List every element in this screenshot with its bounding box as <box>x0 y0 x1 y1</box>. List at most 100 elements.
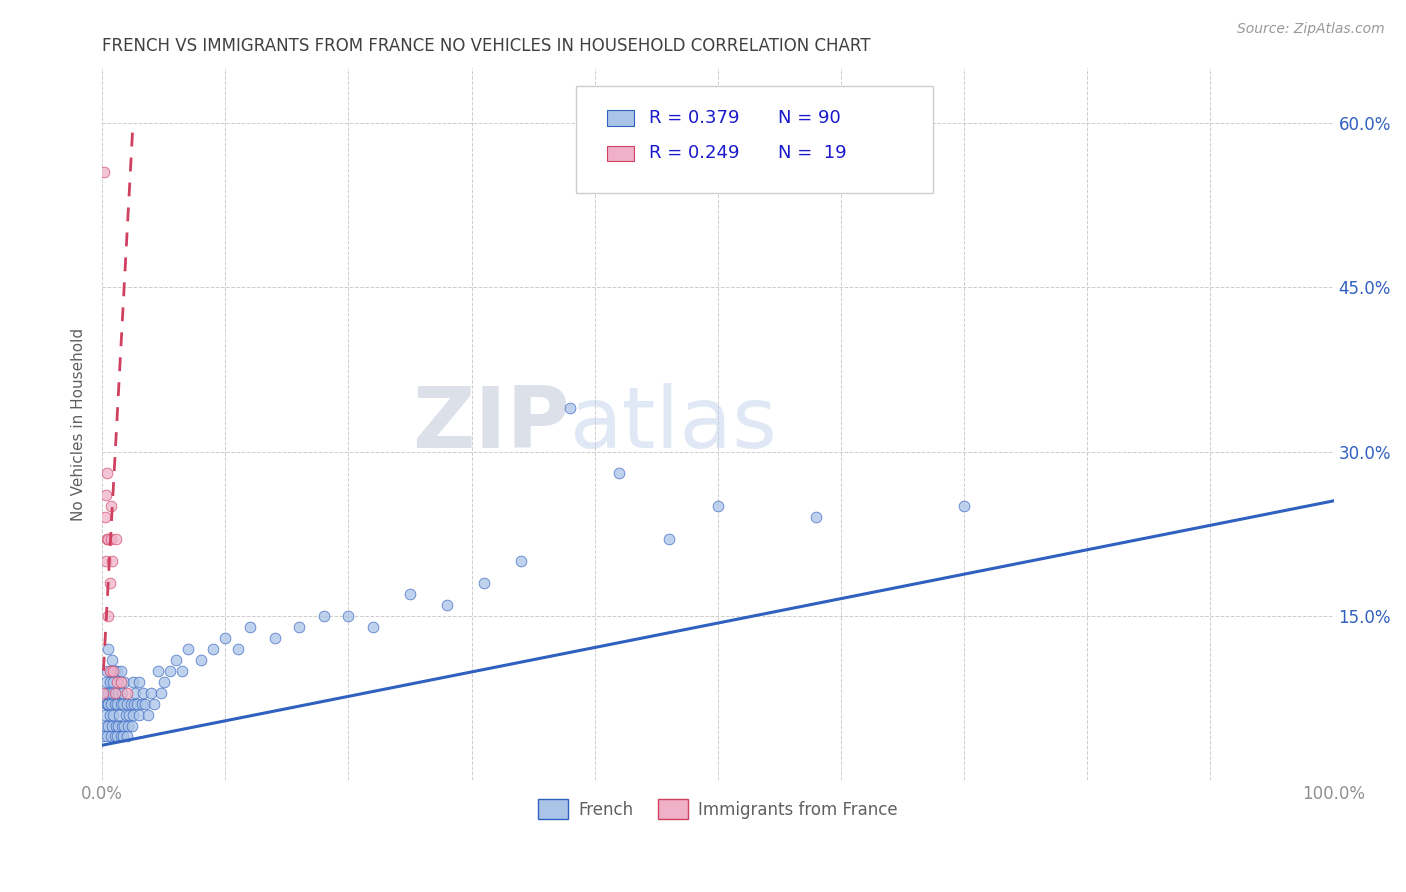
Point <box>239 620 262 634</box>
Point <box>96 730 118 744</box>
Point <box>93 165 115 179</box>
Point <box>111 685 134 699</box>
Point <box>117 718 139 732</box>
Point <box>288 620 311 634</box>
Point <box>98 674 121 689</box>
Point <box>100 664 122 678</box>
Point <box>97 685 120 699</box>
Point <box>96 467 118 481</box>
Text: FRENCH VS IMMIGRANTS FROM FRANCE NO VEHICLES IN HOUSEHOLD CORRELATION CHART: FRENCH VS IMMIGRANTS FROM FRANCE NO VEHI… <box>103 37 870 55</box>
Point <box>172 664 194 678</box>
Point <box>110 674 132 689</box>
Point <box>141 685 163 699</box>
Point <box>136 707 159 722</box>
Point <box>361 620 384 634</box>
Point <box>312 608 335 623</box>
Point <box>150 685 173 699</box>
Point <box>122 674 145 689</box>
Point <box>100 500 122 514</box>
Point <box>105 664 128 678</box>
Point <box>98 664 121 678</box>
Text: N =  19: N = 19 <box>779 145 846 162</box>
Point <box>658 532 681 546</box>
Point <box>707 500 730 514</box>
Point <box>111 718 134 732</box>
Point <box>177 641 200 656</box>
Point <box>124 685 146 699</box>
Point <box>97 641 120 656</box>
Point <box>122 697 145 711</box>
Point <box>128 674 150 689</box>
Point <box>125 697 148 711</box>
FancyBboxPatch shape <box>607 110 634 126</box>
Point <box>100 730 122 744</box>
Y-axis label: No Vehicles in Household: No Vehicles in Household <box>72 327 86 521</box>
Point <box>103 685 125 699</box>
Point <box>142 697 165 711</box>
Point <box>132 685 155 699</box>
Point <box>436 598 458 612</box>
Point <box>121 718 143 732</box>
Point <box>609 467 631 481</box>
Point <box>98 576 121 591</box>
Point <box>93 685 115 699</box>
Point <box>94 488 117 502</box>
Point <box>93 685 115 699</box>
Point <box>105 674 128 689</box>
Point <box>103 707 125 722</box>
Point <box>226 641 249 656</box>
Point <box>214 631 236 645</box>
Point <box>165 653 187 667</box>
Point <box>107 685 129 699</box>
Point <box>96 664 118 678</box>
Point <box>146 664 169 678</box>
Point <box>101 718 124 732</box>
Point <box>97 532 120 546</box>
Point <box>263 631 285 645</box>
Text: Source: ZipAtlas.com: Source: ZipAtlas.com <box>1237 22 1385 37</box>
Point <box>104 532 127 546</box>
Point <box>98 707 121 722</box>
Point <box>128 707 150 722</box>
Point <box>131 697 153 711</box>
Point <box>118 707 141 722</box>
Point <box>152 674 174 689</box>
Point <box>100 697 122 711</box>
Point <box>202 641 225 656</box>
Point <box>190 653 212 667</box>
Text: atlas: atlas <box>571 383 778 466</box>
Point <box>96 697 118 711</box>
Point <box>96 532 118 546</box>
Point <box>112 674 135 689</box>
Point <box>103 697 125 711</box>
Point <box>110 730 132 744</box>
Point <box>103 674 125 689</box>
Point <box>560 401 582 415</box>
Point <box>115 697 138 711</box>
Point <box>115 685 138 699</box>
Point <box>97 718 120 732</box>
Point <box>110 697 132 711</box>
Point <box>101 685 124 699</box>
Point <box>337 608 360 623</box>
Point <box>94 554 117 568</box>
Legend: French, Immigrants from France: French, Immigrants from France <box>531 793 904 825</box>
Point <box>97 608 120 623</box>
Point <box>509 554 531 568</box>
Point <box>107 718 129 732</box>
Point <box>103 730 125 744</box>
Point <box>120 697 142 711</box>
Point <box>93 730 115 744</box>
Point <box>112 697 135 711</box>
Point <box>94 674 117 689</box>
Point <box>114 707 136 722</box>
Point <box>110 664 132 678</box>
Point <box>101 653 124 667</box>
Point <box>104 685 127 699</box>
Text: R = 0.379: R = 0.379 <box>650 109 740 127</box>
FancyBboxPatch shape <box>607 145 634 161</box>
Text: R = 0.249: R = 0.249 <box>650 145 740 162</box>
FancyBboxPatch shape <box>576 86 934 193</box>
Text: ZIP: ZIP <box>412 383 571 466</box>
Point <box>105 697 128 711</box>
